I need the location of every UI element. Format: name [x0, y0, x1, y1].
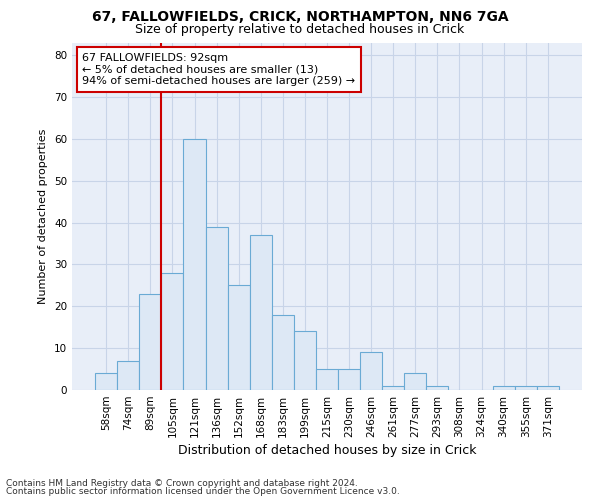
- Bar: [227, 286, 250, 390]
- Y-axis label: Number of detached properties: Number of detached properties: [38, 128, 49, 304]
- Text: Size of property relative to detached houses in Crick: Size of property relative to detached ho…: [136, 22, 464, 36]
- X-axis label: Distribution of detached houses by size in Crick: Distribution of detached houses by size …: [178, 444, 476, 457]
- Bar: [515, 386, 537, 390]
- Bar: [360, 352, 382, 390]
- Bar: [250, 235, 272, 390]
- Text: 67 FALLOWFIELDS: 92sqm
← 5% of detached houses are smaller (13)
94% of semi-deta: 67 FALLOWFIELDS: 92sqm ← 5% of detached …: [82, 53, 355, 86]
- Text: Contains public sector information licensed under the Open Government Licence v3: Contains public sector information licen…: [6, 487, 400, 496]
- Bar: [382, 386, 404, 390]
- Bar: [338, 369, 360, 390]
- Bar: [139, 294, 161, 390]
- Bar: [404, 374, 427, 390]
- Bar: [493, 386, 515, 390]
- Bar: [537, 386, 559, 390]
- Bar: [206, 226, 227, 390]
- Bar: [272, 314, 294, 390]
- Bar: [316, 369, 338, 390]
- Text: 67, FALLOWFIELDS, CRICK, NORTHAMPTON, NN6 7GA: 67, FALLOWFIELDS, CRICK, NORTHAMPTON, NN…: [92, 10, 508, 24]
- Text: Contains HM Land Registry data © Crown copyright and database right 2024.: Contains HM Land Registry data © Crown c…: [6, 478, 358, 488]
- Bar: [117, 360, 139, 390]
- Bar: [95, 374, 117, 390]
- Bar: [184, 139, 206, 390]
- Bar: [427, 386, 448, 390]
- Bar: [294, 332, 316, 390]
- Bar: [161, 273, 184, 390]
